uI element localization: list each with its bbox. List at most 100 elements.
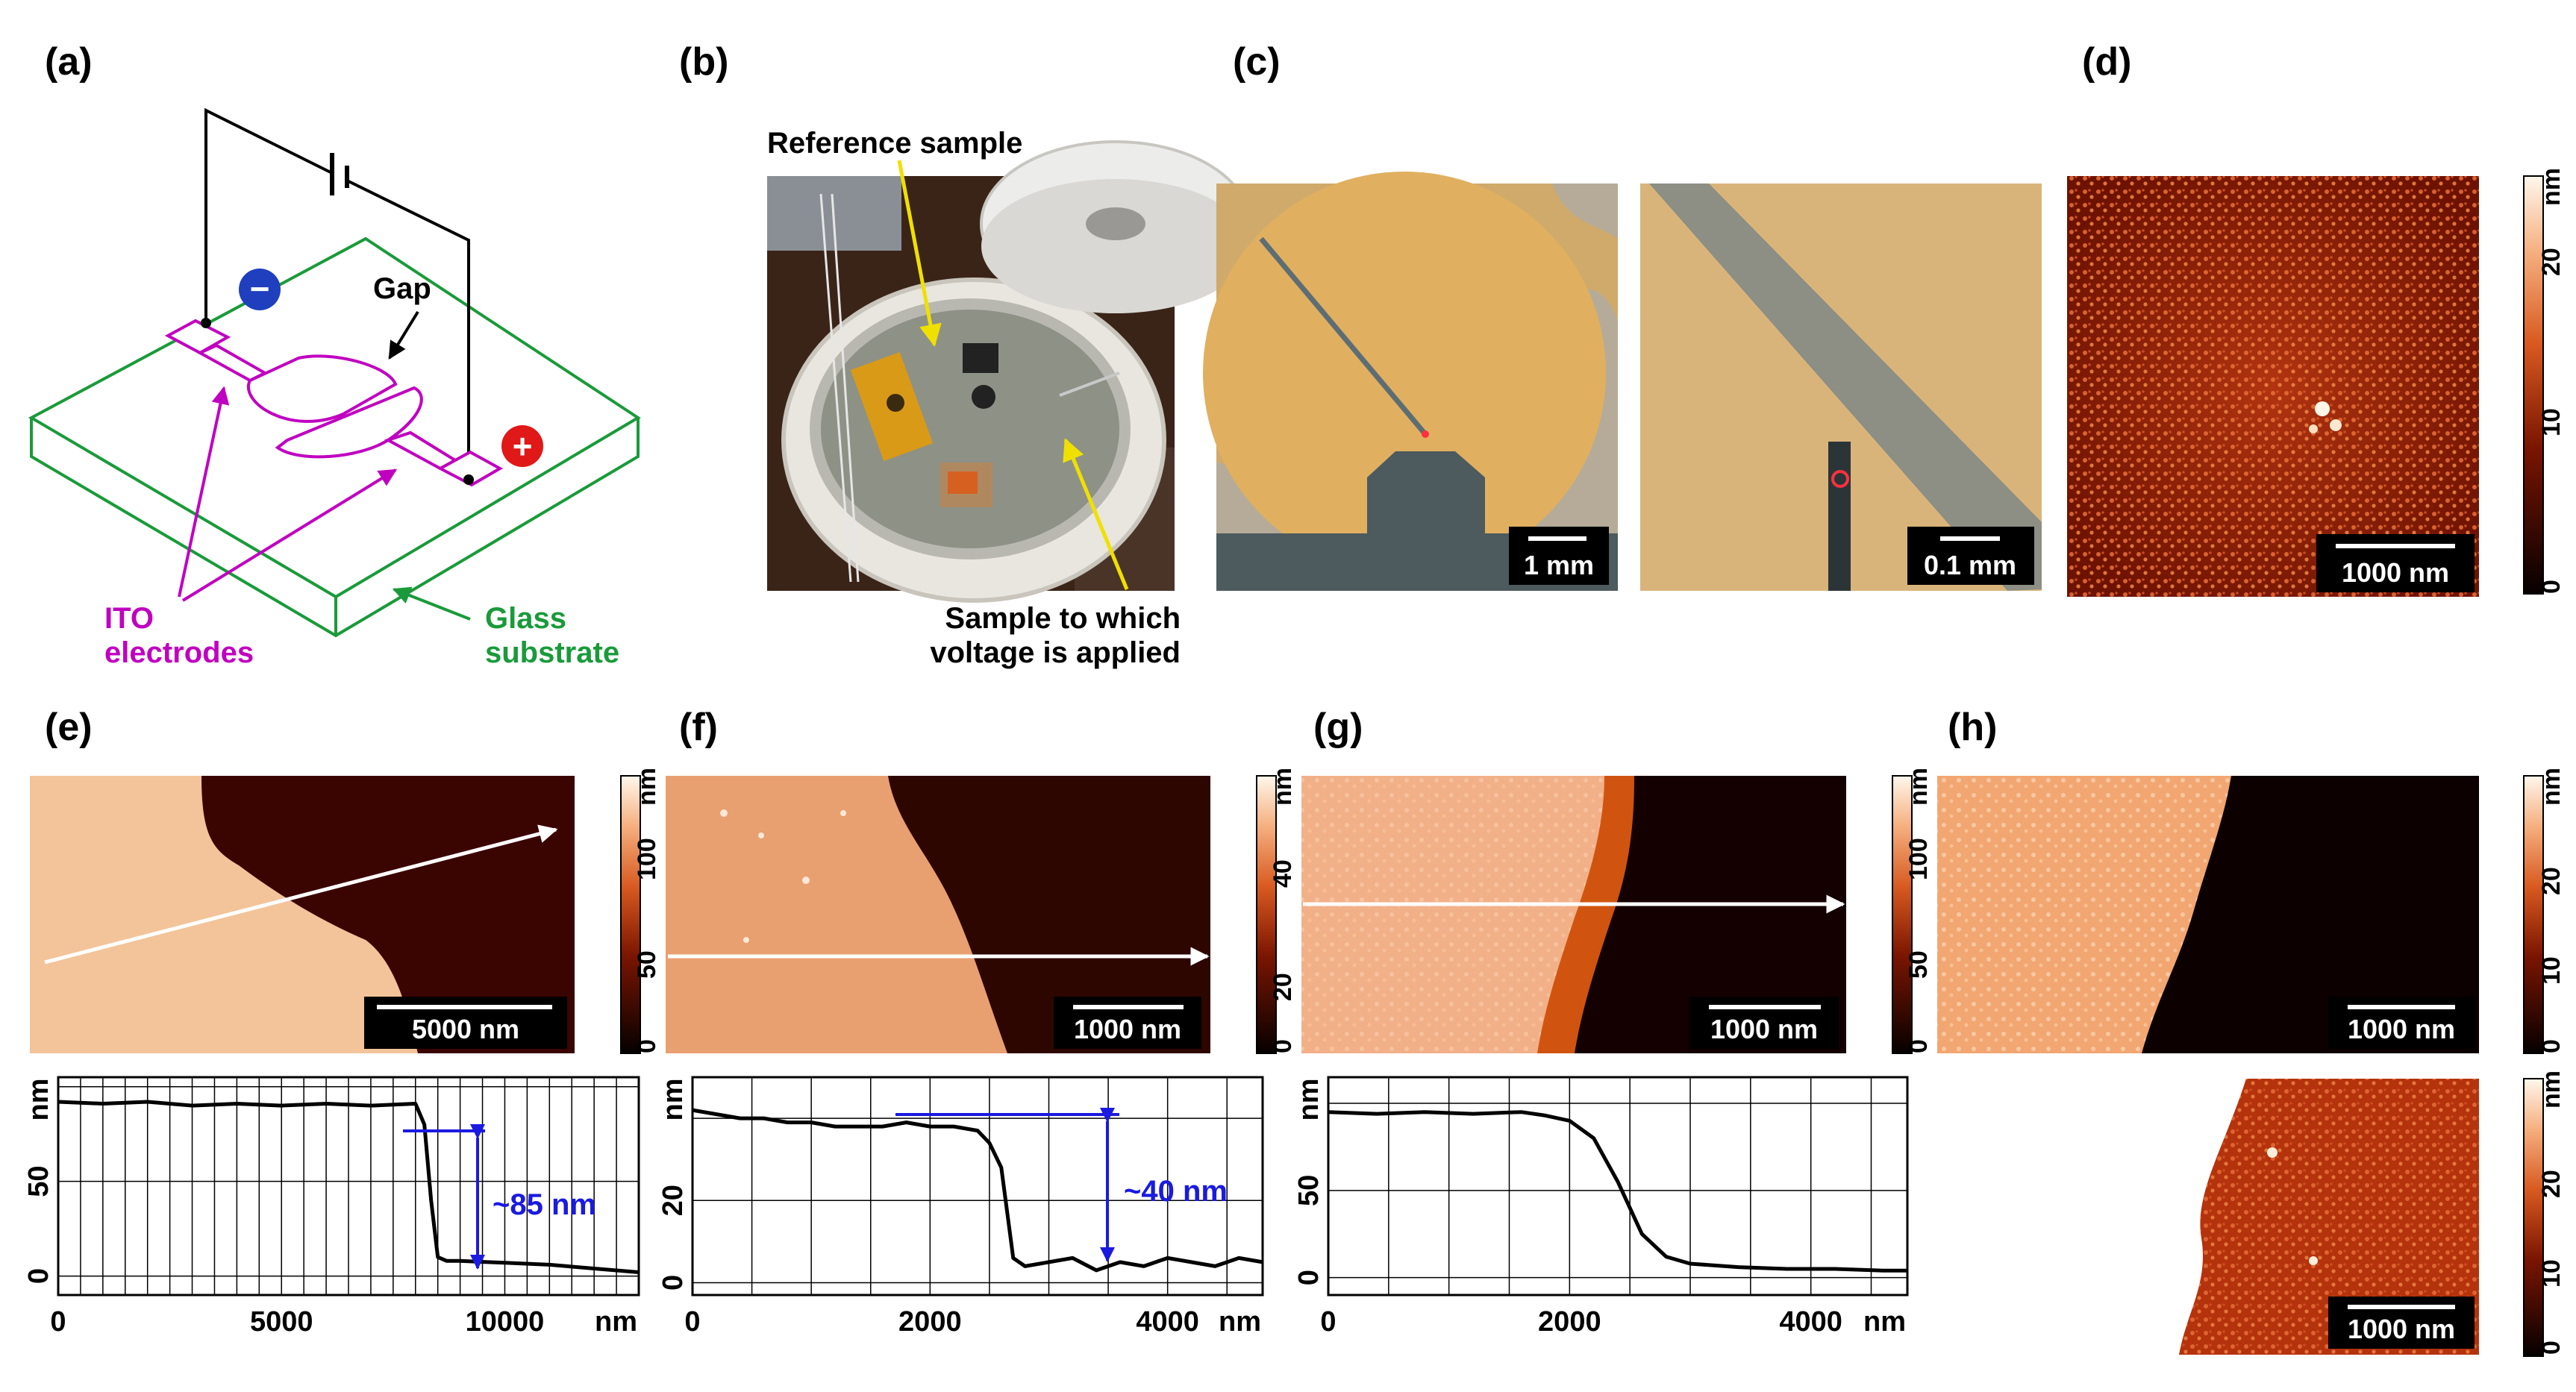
panel-e-afm-image <box>30 776 575 1053</box>
colorbar-e: nm 0 50 100 <box>620 768 661 1054</box>
y-tick-label-g-1: 50 <box>1293 1175 1325 1206</box>
colorbar-d-tick-10: 10 <box>2537 408 2566 436</box>
colorbar-d-tick-20: 20 <box>2537 248 2566 276</box>
scale-bar-f: 1000 nm <box>1074 1014 1181 1044</box>
scale-bar-e: 5000 nm <box>412 1014 519 1044</box>
terminal-dot-left <box>201 318 211 328</box>
minus-badge: − <box>239 269 281 310</box>
scale-bar-h-top: 1000 nm <box>2348 1014 2455 1044</box>
panel-label-h: (h) <box>1948 706 1997 749</box>
glass-arrow <box>392 586 471 621</box>
y-tick-label-e-1: 50 <box>23 1166 54 1197</box>
ito-arrow-1 <box>178 386 230 598</box>
x-tick-label-f-0: 0 <box>684 1306 700 1338</box>
step-annotation-f: ~40 nm <box>895 1108 1228 1262</box>
colorbar-f-tick-40: 40 <box>1269 859 1297 888</box>
colorbar-f: nm 0 20 40 <box>1256 768 1297 1054</box>
scale-bar-c-left: 1 mm <box>1524 550 1594 580</box>
svg-text:−: − <box>250 269 270 308</box>
profile-chart-e: 0 5000 10000 nm 0 50 nm <box>23 1076 640 1338</box>
terminal-dot-right <box>463 474 474 485</box>
colorbar-e-tick-50: 50 <box>633 950 661 979</box>
y-tick-label-g-0: 0 <box>1293 1270 1325 1285</box>
panel-label-b: (b) <box>679 40 728 84</box>
colorbar-e-tick-0: 0 <box>633 1039 661 1053</box>
glass-label-line2: substrate <box>485 636 619 669</box>
colorbar-h-top-unit: nm <box>2537 768 2566 806</box>
colorbar-g-tick-50: 50 <box>1904 950 1933 979</box>
y-tick-label-f-0: 0 <box>657 1275 689 1291</box>
scale-bar-d: 1000 nm <box>2342 557 2449 588</box>
colorbar-g-unit: nm <box>1904 768 1933 806</box>
y-tick-label-f-1: 20 <box>657 1185 689 1216</box>
gap-label: Gap <box>373 272 431 305</box>
x-axis-label-e: nm <box>595 1306 637 1338</box>
colorbar-f-tick-0: 0 <box>1269 1039 1297 1053</box>
x-tick-label-f-2: 4000 <box>1136 1306 1199 1338</box>
circuit-wires <box>204 107 470 479</box>
colorbar-h-bottom-tick-0: 0 <box>2537 1341 2566 1355</box>
colorbar-h-top-tick-20: 20 <box>2537 867 2566 895</box>
applied-sample-label-line2: voltage is applied <box>930 636 1181 669</box>
step-annotation-f-label: ~40 nm <box>1124 1175 1228 1208</box>
chart-frame-f <box>691 1076 1264 1297</box>
panel-label-a: (a) <box>45 40 93 84</box>
profile-chart-f: 0 2000 4000 nm 0 20 nm <box>657 1076 1264 1338</box>
panel-label-g: (g) <box>1313 706 1363 749</box>
panel-a-schematic: − + Gap ITO electrodes Glass substrate <box>28 107 641 669</box>
x-tick-label-g-1: 2000 <box>1538 1306 1601 1338</box>
panel-f-afm-image <box>666 776 1210 1053</box>
scale-bar-h-bottom: 1000 nm <box>2348 1314 2455 1344</box>
panel-label-d: (d) <box>2082 40 2131 84</box>
profile-line-f <box>692 1108 1263 1273</box>
profile-line-e <box>57 1100 640 1274</box>
colorbar-h-top-tick-10: 10 <box>2537 956 2566 985</box>
colorbar-d: nm 0 10 20 <box>2523 168 2566 595</box>
panel-h-afm-image-bottom <box>2179 1079 2479 1355</box>
panel-label-f: (f) <box>679 706 718 749</box>
step-annotation-e: ~85 nm <box>403 1124 596 1270</box>
x-tick-label-g-0: 0 <box>1320 1306 1336 1338</box>
panel-g-afm-image <box>1301 776 1846 1053</box>
colorbar-d-unit: nm <box>2537 168 2566 206</box>
colorbar-e-tick-100: 100 <box>633 838 661 880</box>
y-axis-label-g: nm <box>1293 1079 1325 1121</box>
colorbar-f-tick-20: 20 <box>1269 973 1297 1001</box>
colorbar-h-bottom-tick-20: 20 <box>2537 1170 2566 1198</box>
ito-label-line1: ITO <box>104 602 154 635</box>
chart-frame-g <box>1327 1076 1909 1297</box>
y-tick-label-e-0: 0 <box>23 1268 54 1284</box>
x-tick-label-e-0: 0 <box>50 1306 66 1338</box>
glass-label-line1: Glass <box>485 602 566 635</box>
gap-arrow <box>388 310 419 360</box>
x-axis-label-g: nm <box>1863 1306 1906 1338</box>
x-tick-label-e-1: 5000 <box>250 1306 313 1338</box>
colorbar-f-unit: nm <box>1269 768 1297 806</box>
colorbar-g-tick-0: 0 <box>1904 1039 1933 1053</box>
x-axis-label-f: nm <box>1219 1306 1261 1338</box>
svg-text:+: + <box>513 427 533 465</box>
colorbar-h-top-tick-0: 0 <box>2537 1039 2566 1053</box>
panel-c-micrograph-left <box>1203 172 1618 591</box>
colorbar-h-bottom-tick-10: 10 <box>2537 1259 2566 1288</box>
y-axis-label-e: nm <box>23 1079 54 1121</box>
panel-c-micrograph-right <box>1640 184 2042 591</box>
ito-arrow-2 <box>181 468 398 602</box>
reference-sample-label: Reference sample <box>767 127 1022 160</box>
colorbar-h-bottom-unit: nm <box>2537 1070 2566 1109</box>
x-tick-label-e-2: 10000 <box>466 1306 545 1338</box>
panel-h-afm-image-top <box>1937 776 2479 1053</box>
x-tick-label-f-1: 2000 <box>898 1306 962 1338</box>
step-annotation-e-label: ~85 nm <box>493 1188 596 1221</box>
colorbar-d-tick-0: 0 <box>2537 580 2566 594</box>
colorbar-e-unit: nm <box>633 768 661 806</box>
applied-arrow <box>1063 438 1129 590</box>
scale-bar-c-right: 0.1 mm <box>1924 550 2016 580</box>
colorbar-g-tick-100: 100 <box>1904 838 1933 880</box>
colorbar-g: nm 0 50 100 <box>1892 768 1933 1054</box>
x-tick-label-g-2: 4000 <box>1779 1306 1842 1338</box>
colorbar-h-bottom: nm 0 10 20 <box>2523 1070 2566 1357</box>
scale-bar-g: 1000 nm <box>1710 1014 1818 1044</box>
panel-label-c: (c) <box>1233 40 1281 84</box>
